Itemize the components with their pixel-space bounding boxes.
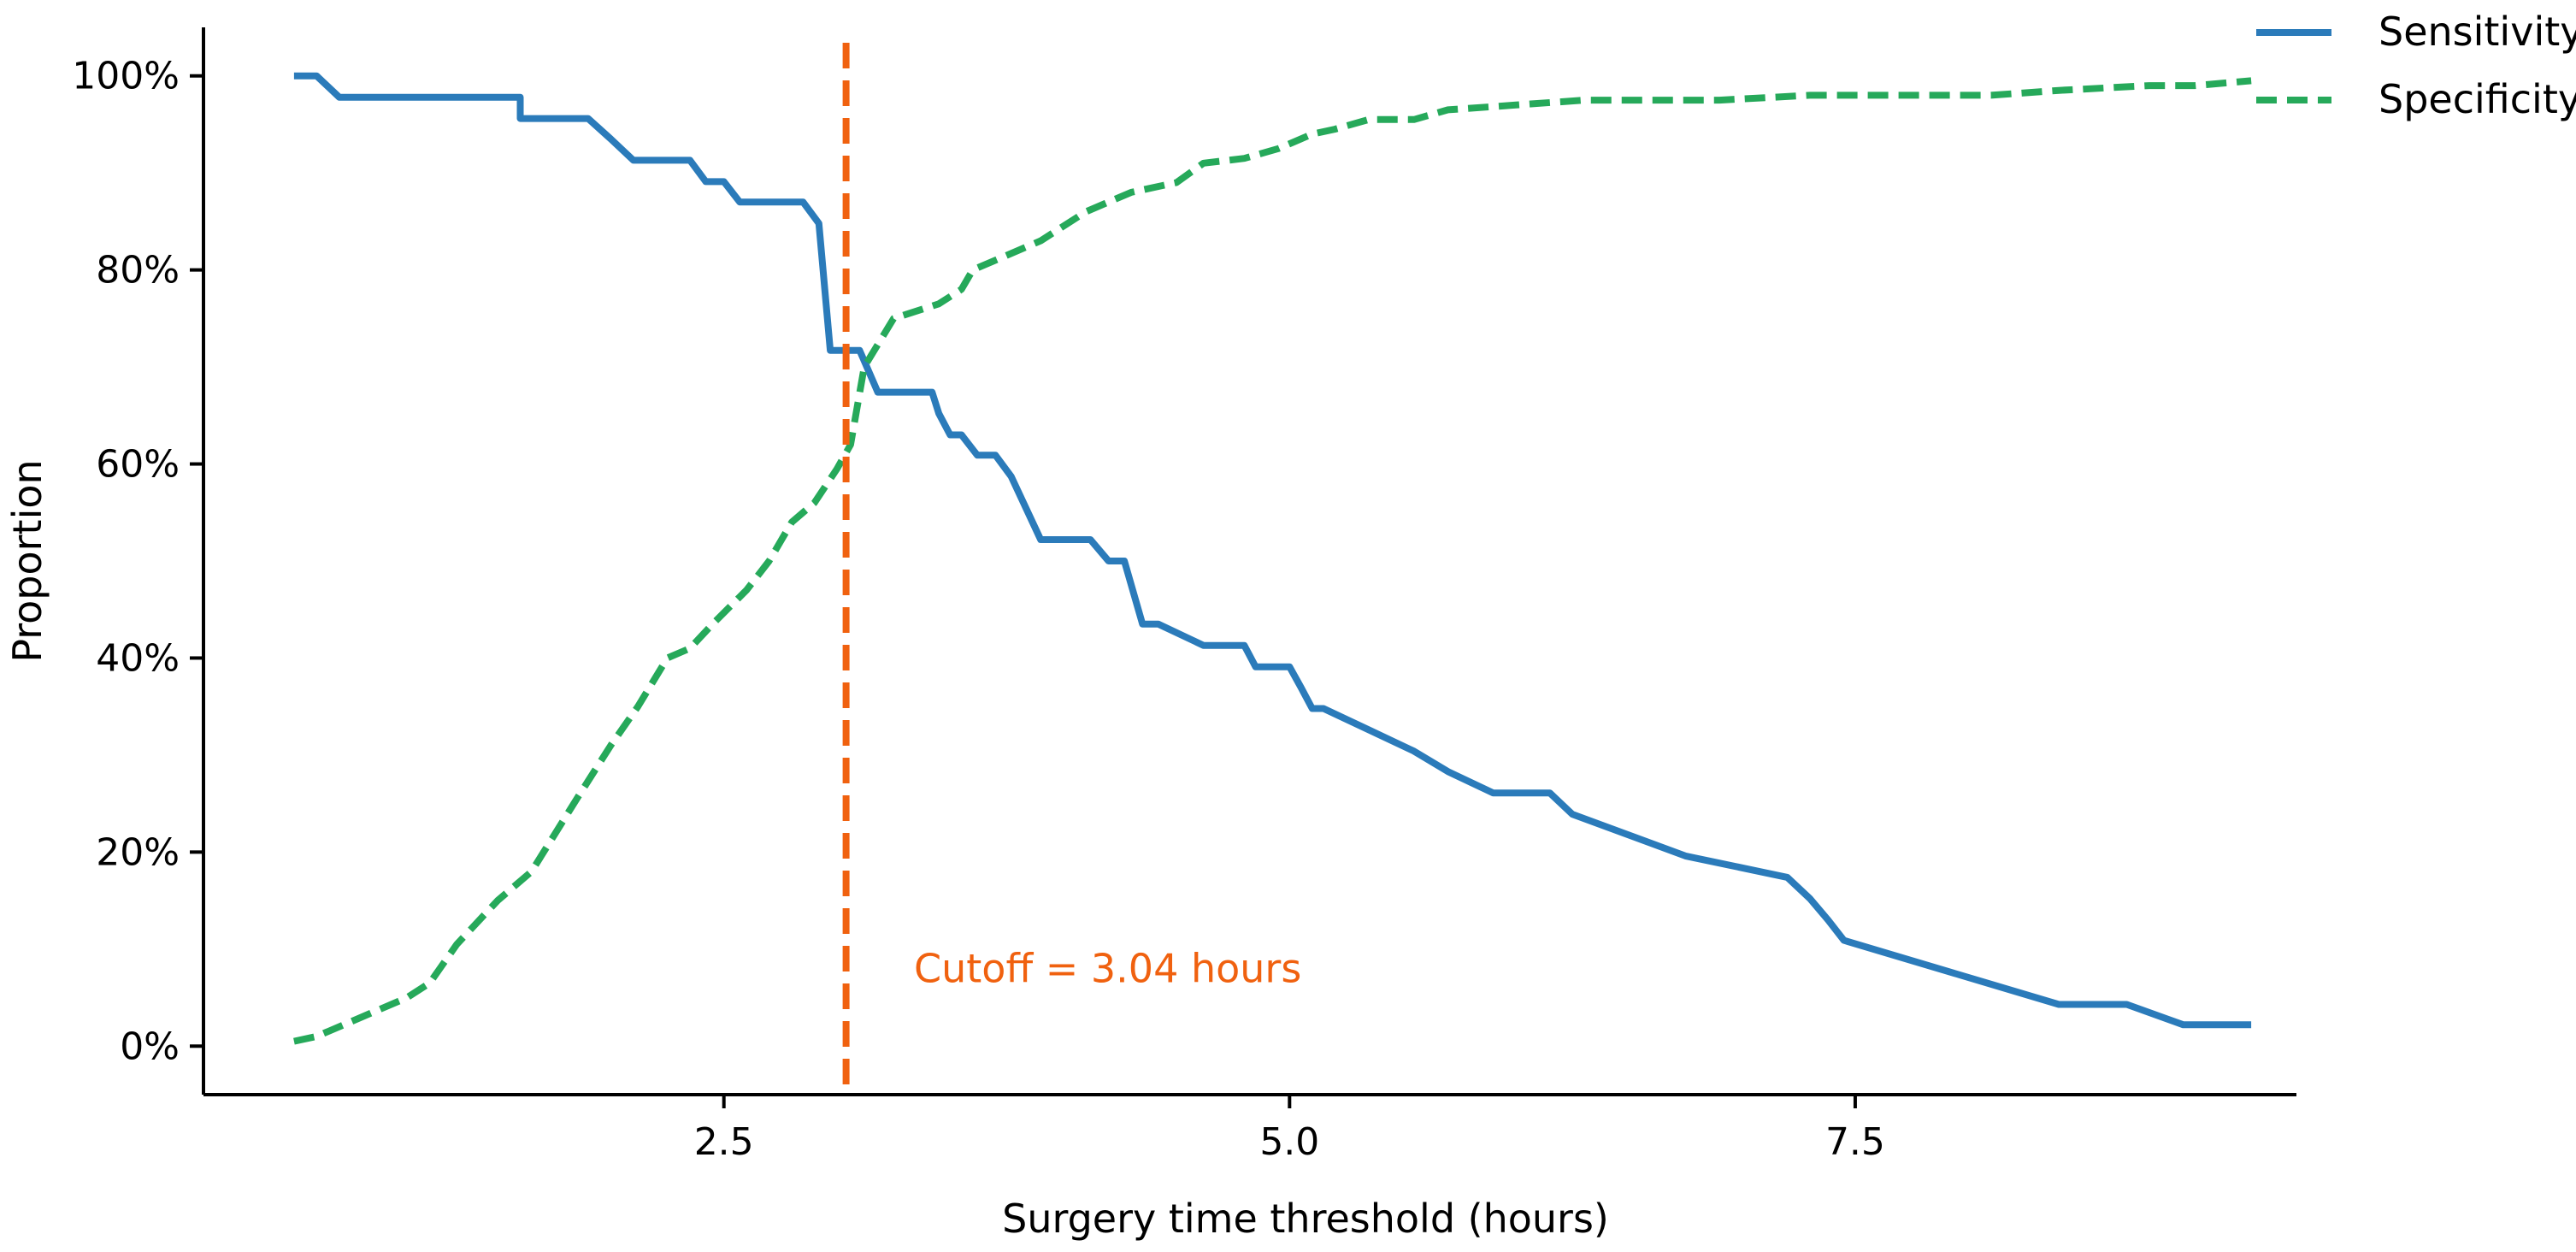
x-tick-label: 7.5 — [1825, 1120, 1885, 1164]
plot-area — [293, 43, 2252, 1095]
y-tick-label: 60% — [96, 443, 180, 487]
series-line-specificity — [293, 77, 2252, 1045]
series-line-sensitivity — [293, 72, 2252, 1029]
x-axis-label: Surgery time threshold (hours) — [1002, 1196, 1609, 1242]
legend: Sensitivity Specificity — [2256, 9, 2576, 122]
legend-label-specificity: Specificity — [2379, 76, 2576, 122]
y-tick-label: 100% — [72, 55, 180, 98]
axis-ticks: 2.5 5.0 7.5 0% 20% 40% 60% 80% 100% — [72, 55, 1885, 1164]
y-axis-label: Proportion — [4, 459, 50, 662]
cutoff-annotation: Cutoff = 3.04 hours — [914, 946, 1301, 992]
legend-label-sensitivity: Sensitivity — [2379, 9, 2576, 55]
x-tick-label: 5.0 — [1259, 1120, 1319, 1164]
x-tick-label: 2.5 — [694, 1120, 754, 1164]
y-tick-label: 0% — [120, 1025, 180, 1068]
y-tick-label: 20% — [96, 830, 180, 874]
y-tick-label: 40% — [96, 636, 180, 680]
y-tick-label: 80% — [96, 249, 180, 292]
